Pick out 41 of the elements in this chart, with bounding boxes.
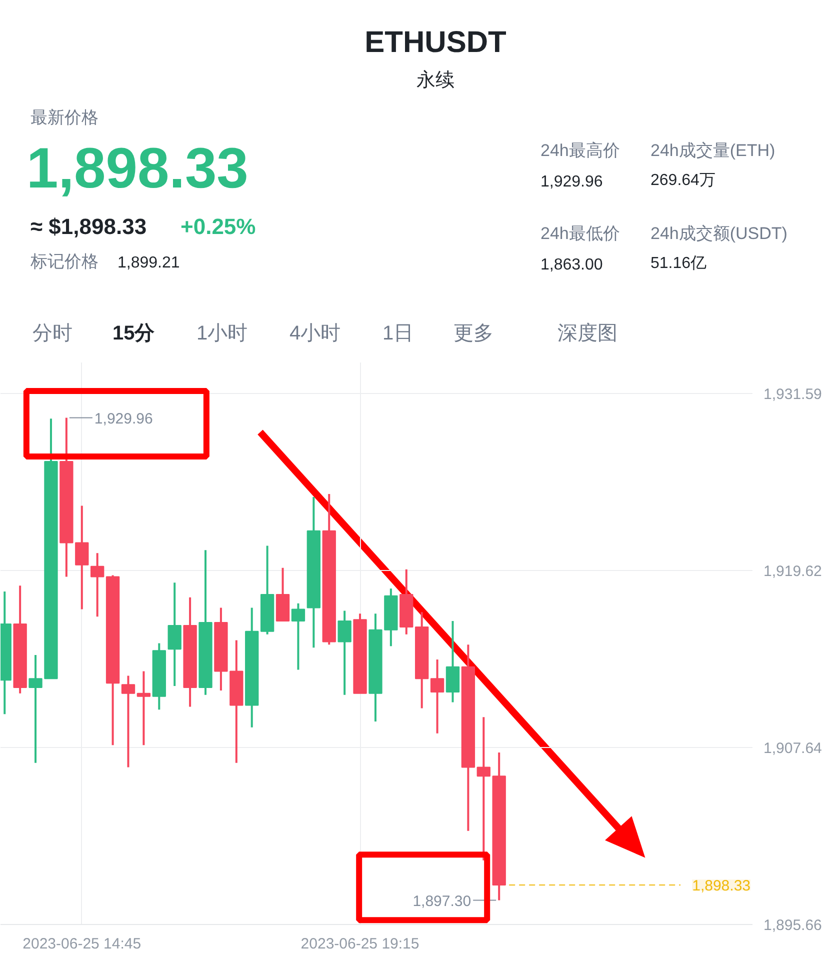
text: 24h成交额(USDT) bbox=[650, 224, 788, 243]
annotation: 1,897.30 bbox=[412, 892, 472, 910]
text: 24h最低价 bbox=[540, 224, 620, 243]
text: 24h成交量(ETH) bbox=[650, 141, 776, 160]
chart-subtitle: 永续 bbox=[416, 69, 454, 91]
candlestick bbox=[476, 716, 490, 862]
x-tick-label: 2023-06-25 19:15 bbox=[300, 936, 420, 952]
annotation: 1,929.96 bbox=[94, 410, 153, 428]
chart-title: ETHUSDT bbox=[364, 26, 506, 59]
text: ≈ $1,898.33 bbox=[30, 214, 147, 239]
text: 1小时 bbox=[196, 322, 248, 344]
candlestick bbox=[121, 674, 136, 768]
text: +0.25% bbox=[180, 214, 256, 239]
text: 51.16亿 bbox=[650, 255, 707, 272]
text: 269.64万 bbox=[650, 172, 716, 189]
y-tick-label: 1,895.66 bbox=[764, 917, 822, 934]
text: 1,863.00 bbox=[540, 256, 603, 274]
text: 更多 bbox=[454, 322, 494, 344]
candlestick bbox=[136, 670, 151, 746]
text: 1日 bbox=[382, 322, 414, 344]
text: 15分 bbox=[112, 322, 156, 344]
text: 4小时 bbox=[290, 322, 341, 344]
text: 最新价格 bbox=[30, 108, 98, 127]
candlestick bbox=[168, 582, 182, 688]
ref-line-label: 1,898.33 bbox=[692, 878, 750, 895]
text: 标记价格 bbox=[30, 252, 98, 271]
candlestick bbox=[430, 658, 444, 734]
text: 深度图 bbox=[558, 322, 618, 344]
x-tick-label: 2023-06-25 14:45 bbox=[22, 936, 142, 952]
text: 1,929.96 bbox=[540, 174, 603, 190]
candlestick bbox=[75, 504, 89, 610]
y-tick-label: 1,931.59 bbox=[764, 386, 822, 404]
text: 1,898.33 bbox=[26, 136, 248, 200]
text: 分时 bbox=[32, 322, 72, 344]
y-tick-label: 1,919.62 bbox=[764, 563, 822, 580]
candlestick bbox=[90, 552, 104, 618]
y-tick-label: 1,907.64 bbox=[764, 740, 822, 758]
text: 24h最高价 bbox=[540, 141, 620, 160]
candlestick bbox=[338, 610, 352, 696]
candlestick bbox=[291, 602, 306, 671]
text: 1,899.21 bbox=[118, 254, 180, 272]
